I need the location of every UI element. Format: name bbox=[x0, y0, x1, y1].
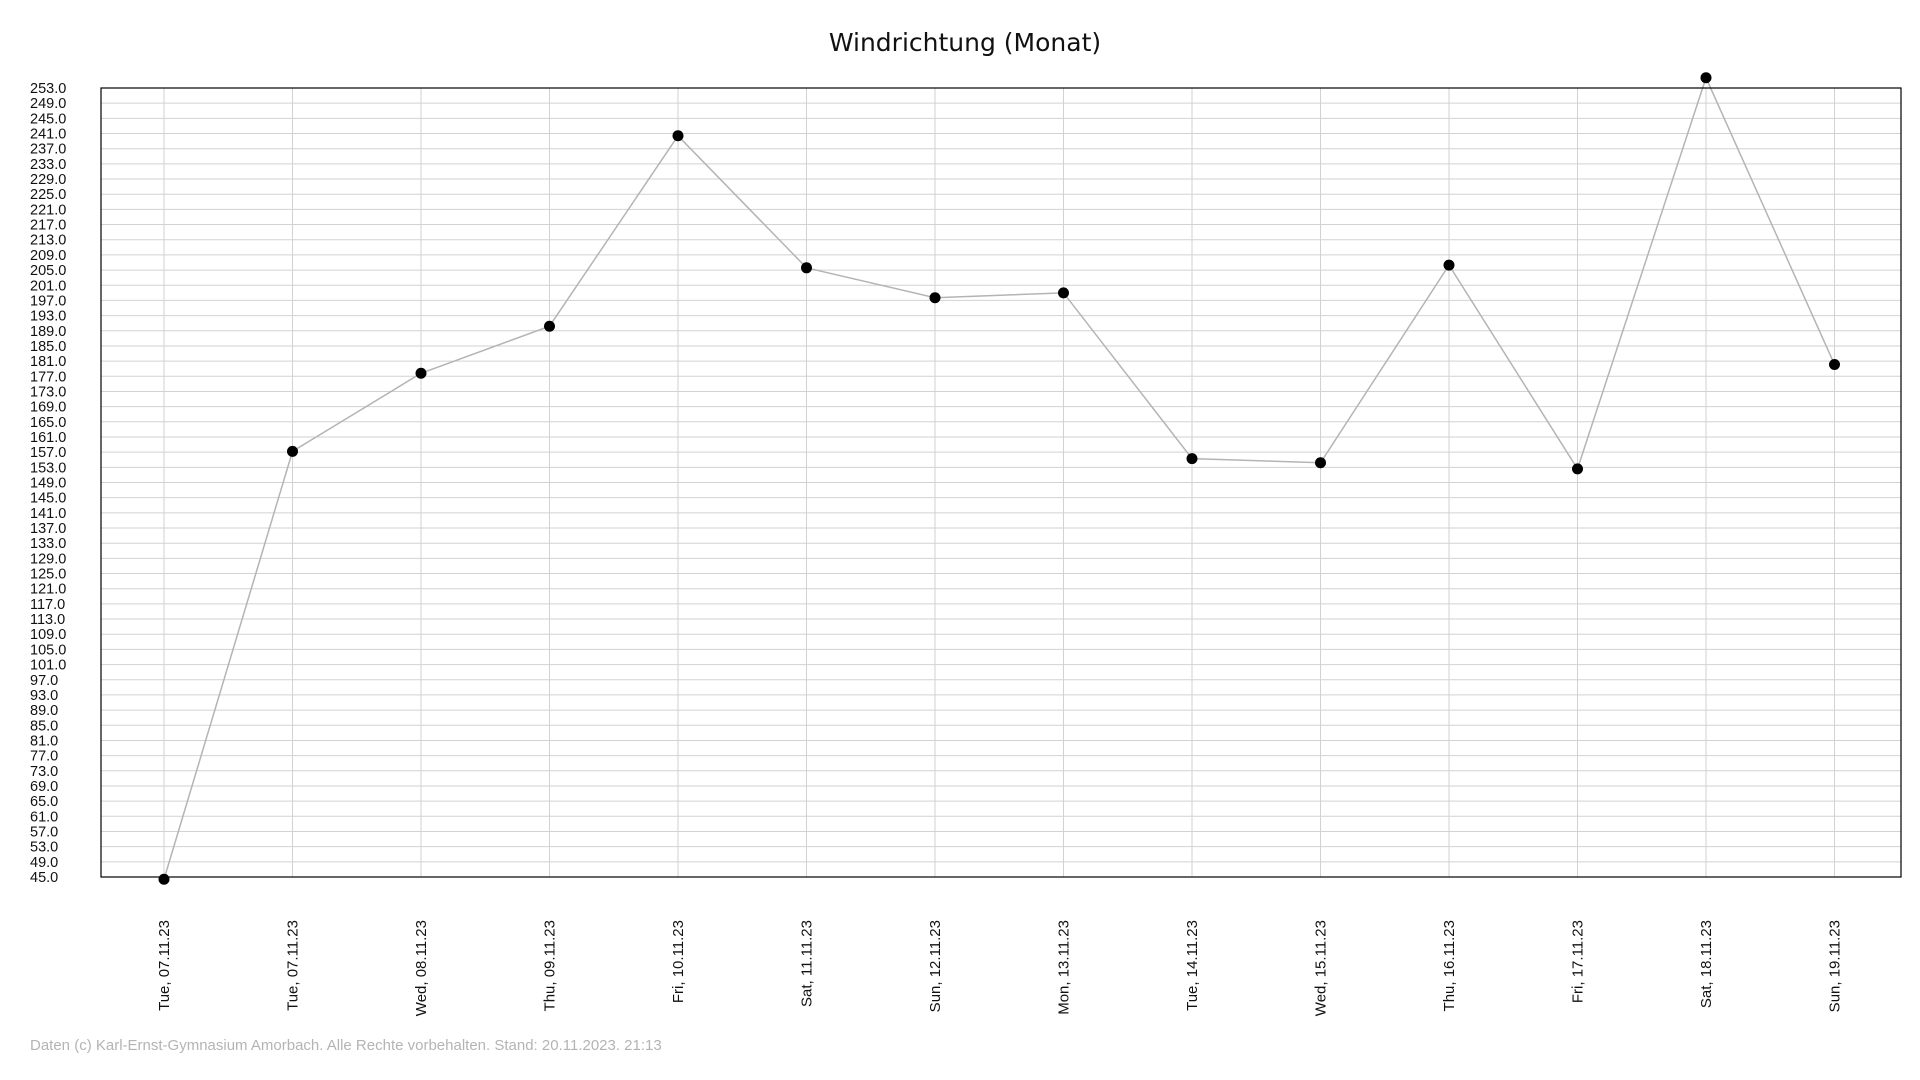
y-tick-label: 61.0 bbox=[30, 809, 58, 825]
y-tick-label: 233.0 bbox=[30, 157, 66, 173]
x-tick-label: Mon, 13.11.23 bbox=[1056, 920, 1073, 1015]
copyright-footer: Daten (c) Karl-Ernst-Gymnasium Amorbach.… bbox=[30, 1037, 662, 1054]
x-tick-label: Sun, 19.11.23 bbox=[1827, 920, 1844, 1012]
chart-title: Windrichtung (Monat) bbox=[829, 28, 1101, 57]
y-tick-label: 177.0 bbox=[30, 369, 66, 385]
x-axis-ticks: Tue, 07.11.23 Tue, 07.11.23 Wed, 08.11.23 T… bbox=[156, 920, 1844, 1016]
y-tick-label: 105.0 bbox=[30, 642, 66, 658]
y-tick-label: 209.0 bbox=[30, 248, 66, 264]
x-tick-label: Thu, 16.11.23 bbox=[1441, 920, 1458, 1011]
y-tick-label: 101.0 bbox=[30, 658, 66, 674]
x-tick-label: Sat, 11.11.23 bbox=[799, 920, 816, 1007]
data-point bbox=[801, 262, 812, 274]
y-tick-label: 153.0 bbox=[30, 460, 66, 476]
y-tick-label: 201.0 bbox=[30, 278, 66, 294]
x-tick-label: Sun, 12.11.23 bbox=[927, 920, 944, 1012]
y-tick-label: 249.0 bbox=[30, 96, 66, 112]
data-point bbox=[929, 292, 941, 304]
y-tick-label: 225.0 bbox=[30, 187, 66, 203]
y-tick-label: 49.0 bbox=[30, 855, 58, 871]
y-tick-label: 93.0 bbox=[30, 688, 58, 704]
y-tick-label: 169.0 bbox=[30, 400, 66, 416]
x-tick-label: Tue, 07.11.23 bbox=[285, 920, 302, 1011]
y-tick-label: 117.0 bbox=[30, 597, 65, 613]
y-tick-label: 193.0 bbox=[30, 309, 66, 325]
data-point bbox=[1572, 463, 1583, 475]
y-tick-label: 53.0 bbox=[30, 840, 58, 856]
y-tick-label: 141.0 bbox=[30, 506, 66, 522]
y-tick-label: 185.0 bbox=[30, 339, 66, 355]
data-point bbox=[672, 130, 684, 142]
data-point bbox=[287, 445, 298, 457]
y-tick-label: 129.0 bbox=[30, 551, 66, 567]
y-tick-label: 89.0 bbox=[30, 703, 58, 719]
y-tick-label: 253.0 bbox=[30, 81, 66, 97]
data-point bbox=[1443, 259, 1455, 271]
y-tick-label: 217.0 bbox=[30, 218, 66, 234]
y-tick-label: 157.0 bbox=[30, 445, 66, 461]
y-tick-label: 133.0 bbox=[30, 536, 66, 552]
y-tick-label: 221.0 bbox=[30, 202, 66, 218]
grid bbox=[101, 87, 1901, 878]
data-point bbox=[1315, 457, 1326, 469]
y-tick-label: 205.0 bbox=[30, 263, 66, 279]
data-point bbox=[415, 367, 427, 379]
x-tick-label: Wed, 15.11.23 bbox=[1313, 920, 1330, 1016]
data-point bbox=[544, 320, 555, 332]
data-point bbox=[1829, 359, 1840, 371]
y-tick-label: 229.0 bbox=[30, 172, 66, 188]
y-tick-label: 189.0 bbox=[30, 324, 66, 340]
y-tick-label: 73.0 bbox=[30, 764, 58, 780]
y-tick-label: 125.0 bbox=[30, 567, 66, 583]
plot-frame bbox=[100, 87, 1902, 878]
y-tick-label: 85.0 bbox=[30, 718, 58, 734]
y-tick-label: 77.0 bbox=[30, 749, 58, 765]
y-tick-label: 121.0 bbox=[30, 582, 66, 598]
x-tick-label: Fri, 17.11.23 bbox=[1570, 920, 1587, 1003]
y-tick-label: 81.0 bbox=[30, 733, 58, 749]
y-tick-label: 113.0 bbox=[30, 612, 65, 628]
y-tick-label: 109.0 bbox=[30, 627, 66, 643]
x-tick-label: Tue, 07.11.23 bbox=[156, 920, 173, 1011]
y-tick-label: 145.0 bbox=[30, 491, 66, 507]
y-tick-label: 181.0 bbox=[30, 354, 66, 370]
y-tick-label: 137.0 bbox=[30, 521, 66, 537]
x-tick-label: Fri, 10.11.23 bbox=[670, 920, 687, 1003]
y-tick-label: 245.0 bbox=[30, 111, 66, 127]
y-axis-ticks: 45.049.053.057.061.065.069.073.077.081.0… bbox=[30, 81, 66, 886]
y-tick-label: 149.0 bbox=[30, 476, 66, 492]
y-tick-label: 57.0 bbox=[30, 824, 58, 840]
y-tick-label: 241.0 bbox=[30, 127, 66, 143]
y-tick-label: 173.0 bbox=[30, 384, 66, 400]
data-point bbox=[1700, 72, 1712, 84]
x-tick-label: Thu, 09.11.23 bbox=[542, 920, 559, 1011]
x-tick-label: Tue, 14.11.23 bbox=[1184, 920, 1201, 1011]
y-tick-label: 165.0 bbox=[30, 415, 66, 431]
y-tick-label: 237.0 bbox=[30, 142, 66, 158]
y-tick-label: 161.0 bbox=[30, 430, 66, 446]
y-tick-label: 97.0 bbox=[30, 673, 58, 689]
y-tick-label: 45.0 bbox=[30, 870, 58, 886]
y-tick-label: 213.0 bbox=[30, 233, 66, 249]
series-line bbox=[163, 75, 1836, 880]
y-tick-label: 197.0 bbox=[30, 293, 66, 309]
y-tick-label: 69.0 bbox=[30, 779, 58, 795]
data-point bbox=[1186, 453, 1198, 465]
data-point bbox=[1058, 287, 1069, 299]
x-tick-label: Sat, 18.11.23 bbox=[1698, 920, 1715, 1008]
y-tick-label: 65.0 bbox=[30, 794, 58, 810]
x-tick-label: Wed, 08.11.23 bbox=[413, 920, 430, 1016]
data-points bbox=[158, 72, 1840, 885]
data-point bbox=[158, 873, 170, 885]
